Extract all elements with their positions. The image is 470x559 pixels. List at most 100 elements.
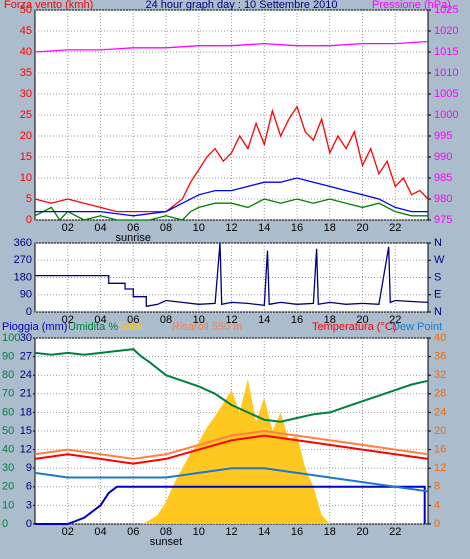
series-line [35, 177, 428, 217]
y-tick-label: 40 [20, 46, 32, 58]
y2-tick-label: 985 [434, 172, 452, 184]
legend-entry: Solar [118, 321, 144, 333]
x-tick-label: 22 [389, 314, 401, 326]
y2-tick-label: 980 [434, 193, 452, 205]
y3-tick-label: 3 [26, 499, 32, 511]
y3-tick-label: 15 [20, 425, 32, 437]
y-tick-label: 180 [14, 271, 32, 283]
series-line [34, 105, 429, 213]
y-tick-label: 10 [20, 172, 32, 184]
x-tick-label: 16 [291, 222, 303, 234]
annotation: sunset [150, 536, 182, 548]
annotation: sunrise [116, 232, 151, 244]
y-tick-label: 0 [26, 306, 32, 318]
y-tick-label: 0 [26, 214, 32, 226]
x-tick-label: 14 [258, 222, 270, 234]
y-tick-label: 10 [2, 499, 14, 511]
y-tick-label: 5 [26, 193, 32, 205]
y3-tick-label: 18 [20, 406, 32, 418]
x-tick-label: 12 [225, 526, 237, 538]
y-tick-label: 20 [20, 130, 32, 142]
y-tick-label: 60 [2, 406, 14, 418]
y2-tick-label: 975 [434, 214, 452, 226]
y2-tick-label: 12 [434, 462, 446, 474]
legend-entry: Risaroll 550 m [172, 321, 242, 333]
x-tick-label: 12 [225, 222, 237, 234]
series-line [34, 467, 429, 493]
y2-tick-label: N [434, 306, 442, 318]
y2-tick-label: 1005 [434, 88, 458, 100]
x-tick-label: 16 [291, 526, 303, 538]
y2-tick-label: 0 [434, 518, 440, 530]
y2-tick-label: E [434, 289, 441, 301]
legend-entry: Dew Point [392, 321, 442, 333]
y-tick-label: 30 [20, 88, 32, 100]
y2-tick-label: 36 [434, 351, 446, 363]
y2-tick-label: 990 [434, 151, 452, 163]
y3-tick-label: 24 [20, 369, 32, 381]
y-tick-label: 80 [2, 369, 14, 381]
y2-tick-label: 1010 [434, 67, 458, 79]
y2-tick-label: 4 [434, 499, 440, 511]
series-line [34, 429, 429, 460]
plot-area [34, 242, 429, 313]
y2-tick-label: 28 [434, 388, 446, 400]
y2-tick-label: W [434, 254, 445, 266]
y-tick-label: 30 [2, 462, 14, 474]
x-tick-label: 10 [193, 314, 205, 326]
x-tick-label: 06 [127, 526, 139, 538]
y3-tick-label: 27 [20, 351, 32, 363]
x-tick-label: 04 [94, 222, 106, 234]
area [35, 378, 428, 524]
y2-tick-label: 1025 [434, 4, 458, 16]
y3-tick-label: 30 [20, 332, 32, 344]
y-tick-label: 45 [20, 25, 32, 37]
x-tick-label: 22 [389, 526, 401, 538]
x-tick-label: 14 [258, 526, 270, 538]
x-tick-label: 06 [127, 314, 139, 326]
x-tick-label: 08 [160, 526, 172, 538]
x-tick-label: 18 [324, 526, 336, 538]
series-line [35, 485, 426, 525]
chart-title: 24 hour graph day : 10 Settembre 2010 [145, 0, 337, 11]
y2-tick-label: 24 [434, 406, 446, 418]
y3-tick-label: 9 [26, 462, 32, 474]
x-tick-label: 02 [62, 314, 74, 326]
x-tick-label: 02 [62, 222, 74, 234]
x-tick-label: 20 [356, 314, 368, 326]
y-tick-label: 70 [2, 388, 14, 400]
y2-tick-label: 1000 [434, 109, 458, 121]
y-tick-label: 20 [2, 481, 14, 493]
y-tick-label: 25 [20, 109, 32, 121]
y2-tick-label: 20 [434, 425, 446, 437]
x-tick-label: 16 [291, 314, 303, 326]
y-tick-label: 270 [14, 254, 32, 266]
x-tick-label: 18 [324, 222, 336, 234]
x-tick-label: 04 [94, 314, 106, 326]
y2-tick-label: N [434, 237, 442, 249]
x-tick-label: 10 [193, 526, 205, 538]
x-tick-label: 08 [160, 222, 172, 234]
series-line [34, 434, 429, 465]
y3-tick-label: 6 [26, 481, 32, 493]
y-tick-label: 90 [2, 351, 14, 363]
legend-entry: Temperatura (°C) [312, 321, 396, 333]
x-tick-label: 08 [160, 314, 172, 326]
y2-tick-label: 40 [434, 332, 446, 344]
series-line [34, 198, 428, 222]
y3-tick-label: 21 [20, 388, 32, 400]
series-line [35, 242, 429, 308]
x-tick-label: 18 [324, 314, 336, 326]
y-tick-label: 90 [20, 289, 32, 301]
x-tick-label: 12 [225, 314, 237, 326]
y2-tick-label: 1015 [434, 46, 458, 58]
y2-tick-label: 995 [434, 130, 452, 142]
y3-tick-label: 12 [20, 444, 32, 456]
x-tick-label: 10 [193, 222, 205, 234]
y-tick-label: 15 [20, 151, 32, 163]
legend-entry: Umidita % [68, 321, 118, 333]
x-tick-label: 02 [62, 526, 74, 538]
x-tick-label: 04 [94, 526, 106, 538]
